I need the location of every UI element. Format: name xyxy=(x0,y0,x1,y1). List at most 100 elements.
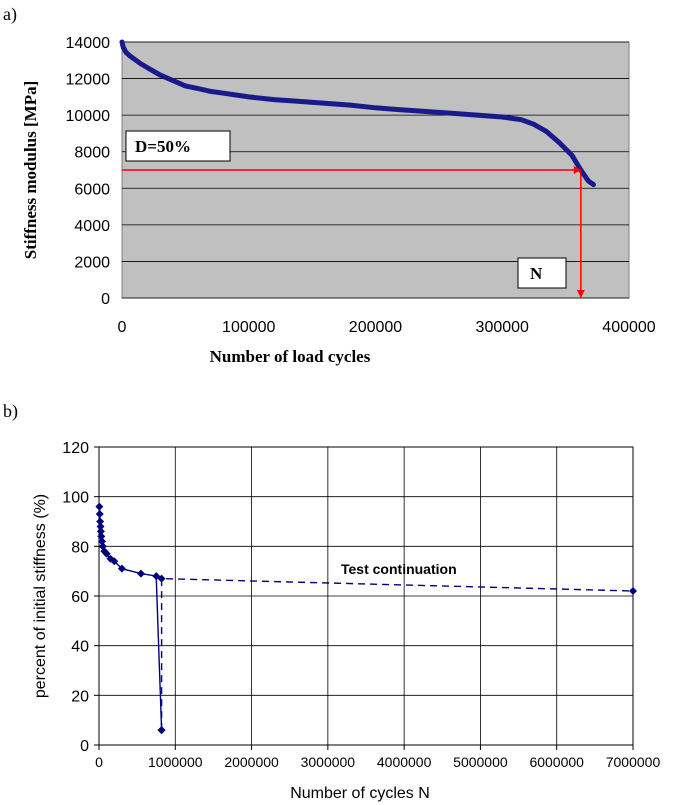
panel-a-y-tick-label: 4000 xyxy=(74,218,110,235)
panel-a-data-point xyxy=(233,92,239,98)
panel-a-x-axis-title: Number of load cycles xyxy=(210,347,371,366)
panel-a-data-point xyxy=(500,114,505,120)
threshold-arrowhead-down xyxy=(576,290,585,298)
panel-b-x-tick-label: 1000000 xyxy=(148,754,203,770)
panel-b: b) 0 20 40 60 80 100 120 0 1000000 2000000 300000… xyxy=(3,401,660,802)
panel-a-data-point xyxy=(424,109,429,114)
threshold-arrowhead-right xyxy=(573,166,581,174)
panel-a-data-point xyxy=(121,45,126,50)
panel-b-data-point xyxy=(97,532,106,541)
panel-a-y-axis-title: Stiffness modulus [MPa] xyxy=(21,81,40,260)
panel-a-x-tick-label: 100000 xyxy=(222,319,275,336)
panel-b-y-tick-label: 0 xyxy=(80,738,89,755)
panel-a-data-point xyxy=(449,111,454,116)
panel-b-x-tick-label: 4000000 xyxy=(377,754,432,770)
panel-b-data-point xyxy=(95,502,104,511)
panel-a-data-point xyxy=(519,117,524,122)
panel-a-data-point xyxy=(347,102,353,108)
panel-b-gridlines xyxy=(94,446,634,750)
panel-b-data-point xyxy=(95,510,104,519)
panel-b-data-point xyxy=(96,517,105,526)
damage-label-box xyxy=(125,130,231,162)
panel-b-y-tick-label: 100 xyxy=(62,490,89,507)
damage-label: D=50% xyxy=(135,137,191,156)
panel-a-label: a) xyxy=(3,4,17,25)
panel-b-data-point xyxy=(110,557,119,566)
panel-b-label: b) xyxy=(3,401,18,422)
panel-b-data-point xyxy=(98,537,107,546)
panel-a-data-point xyxy=(127,53,132,58)
panel-a-x-tick-labels: 0 100000 200000 300000 400000 xyxy=(118,319,656,336)
panel-b-y-tick-labels: 0 20 40 60 80 100 120 xyxy=(62,440,89,755)
panel-b-x-tick-label: 0 xyxy=(95,754,103,770)
panel-b-y-tick-label: 60 xyxy=(71,589,89,606)
panel-a-data-point xyxy=(138,61,144,67)
panel-a-y-tick-label: 0 xyxy=(101,291,110,308)
panel-b-data-point xyxy=(136,569,145,578)
panel-a-data-point xyxy=(373,105,378,111)
panel-a-series-line xyxy=(119,39,596,188)
panel-b-y-tick-label: 40 xyxy=(71,639,89,656)
panel-a-data-point xyxy=(157,72,163,78)
panel-a-series xyxy=(119,39,596,188)
panel-a-data-point xyxy=(183,83,188,89)
panel-b-y-tick-label: 80 xyxy=(71,539,89,556)
panel-b-data-point xyxy=(629,587,637,596)
panel-a-x-tick-label: 0 xyxy=(118,319,127,336)
n-label: N xyxy=(530,264,543,283)
panel-a-data-point xyxy=(398,107,404,112)
test-continuation-annotation: Test continuation xyxy=(341,561,457,577)
panel-a-data-point xyxy=(586,178,591,184)
panel-a-data-point xyxy=(531,122,537,127)
panel-a-data-point xyxy=(119,39,125,45)
panel-b-data-point xyxy=(157,726,166,735)
panel-a-data-point xyxy=(221,91,226,96)
panel-b-series xyxy=(95,502,637,735)
panel-b-y-tick-label: 20 xyxy=(71,688,89,705)
panel-a-annotations: D=50% N xyxy=(122,130,585,298)
panel-b-data-point xyxy=(102,549,111,558)
panel-b-data-point xyxy=(117,564,126,573)
panel-b-x-tick-label: 7000000 xyxy=(606,754,661,770)
panel-a-data-point xyxy=(123,49,129,55)
panel-a-y-tick-label: 8000 xyxy=(74,145,110,162)
panel-a-data-point xyxy=(271,97,277,102)
panel-a-data-point xyxy=(246,94,251,100)
panel-a-y-tick-label: 12000 xyxy=(66,72,111,89)
panel-b-x-tick-label: 2000000 xyxy=(224,754,279,770)
panel-a-data-point xyxy=(591,182,596,187)
panel-a-data-point xyxy=(145,65,150,70)
panel-a-y-tick-label: 6000 xyxy=(74,181,110,198)
panel-a-data-point xyxy=(132,57,137,62)
panel-a-data-point xyxy=(544,129,549,134)
panel-a-x-tick-label: 200000 xyxy=(349,319,402,336)
panel-b-data-point xyxy=(157,574,166,583)
panel-b-x-tick-label: 5000000 xyxy=(453,754,508,770)
panel-a-data-point xyxy=(208,89,213,94)
panel-b-y-tick-label: 120 xyxy=(62,440,89,457)
panel-a-x-tick-label: 400000 xyxy=(602,319,655,336)
panel-b-x-tick-label: 6000000 xyxy=(529,754,584,770)
panel-b-series-line-dashed xyxy=(160,577,634,731)
panel-b-y-axis-title: percent of initial stiffness (%) xyxy=(32,494,49,698)
panel-a-y-tick-label: 14000 xyxy=(66,35,111,52)
panel-a-data-point xyxy=(474,112,480,118)
panel-a-y-tick-labels: 0 2000 4000 6000 8000 10000 12000 14000 xyxy=(66,35,111,308)
panel-a-data-point xyxy=(557,140,562,145)
panel-a-data-point xyxy=(195,86,201,91)
panel-a-data-point xyxy=(170,78,175,83)
panel-b-x-tick-labels: 0 1000000 2000000 3000000 4000000 5000000 6000… xyxy=(95,754,660,770)
panel-a-data-point xyxy=(297,99,302,104)
panel-a: a) 0 2000 4000 6000 8000 10000 12000 14000 0 100… xyxy=(3,4,656,366)
n-label-box xyxy=(517,257,567,289)
panel-b-x-axis-title: Number of cycles N xyxy=(290,785,430,802)
panel-a-y-tick-label: 2000 xyxy=(74,254,110,271)
panel-b-x-tick-label: 3000000 xyxy=(301,754,356,770)
panel-a-x-tick-label: 300000 xyxy=(476,319,529,336)
panel-a-data-point xyxy=(569,153,575,158)
panel-b-data-point xyxy=(96,527,105,536)
panel-a-data-point xyxy=(151,69,156,74)
panel-a-y-tick-label: 10000 xyxy=(66,108,111,125)
panel-b-data-point xyxy=(96,522,105,531)
